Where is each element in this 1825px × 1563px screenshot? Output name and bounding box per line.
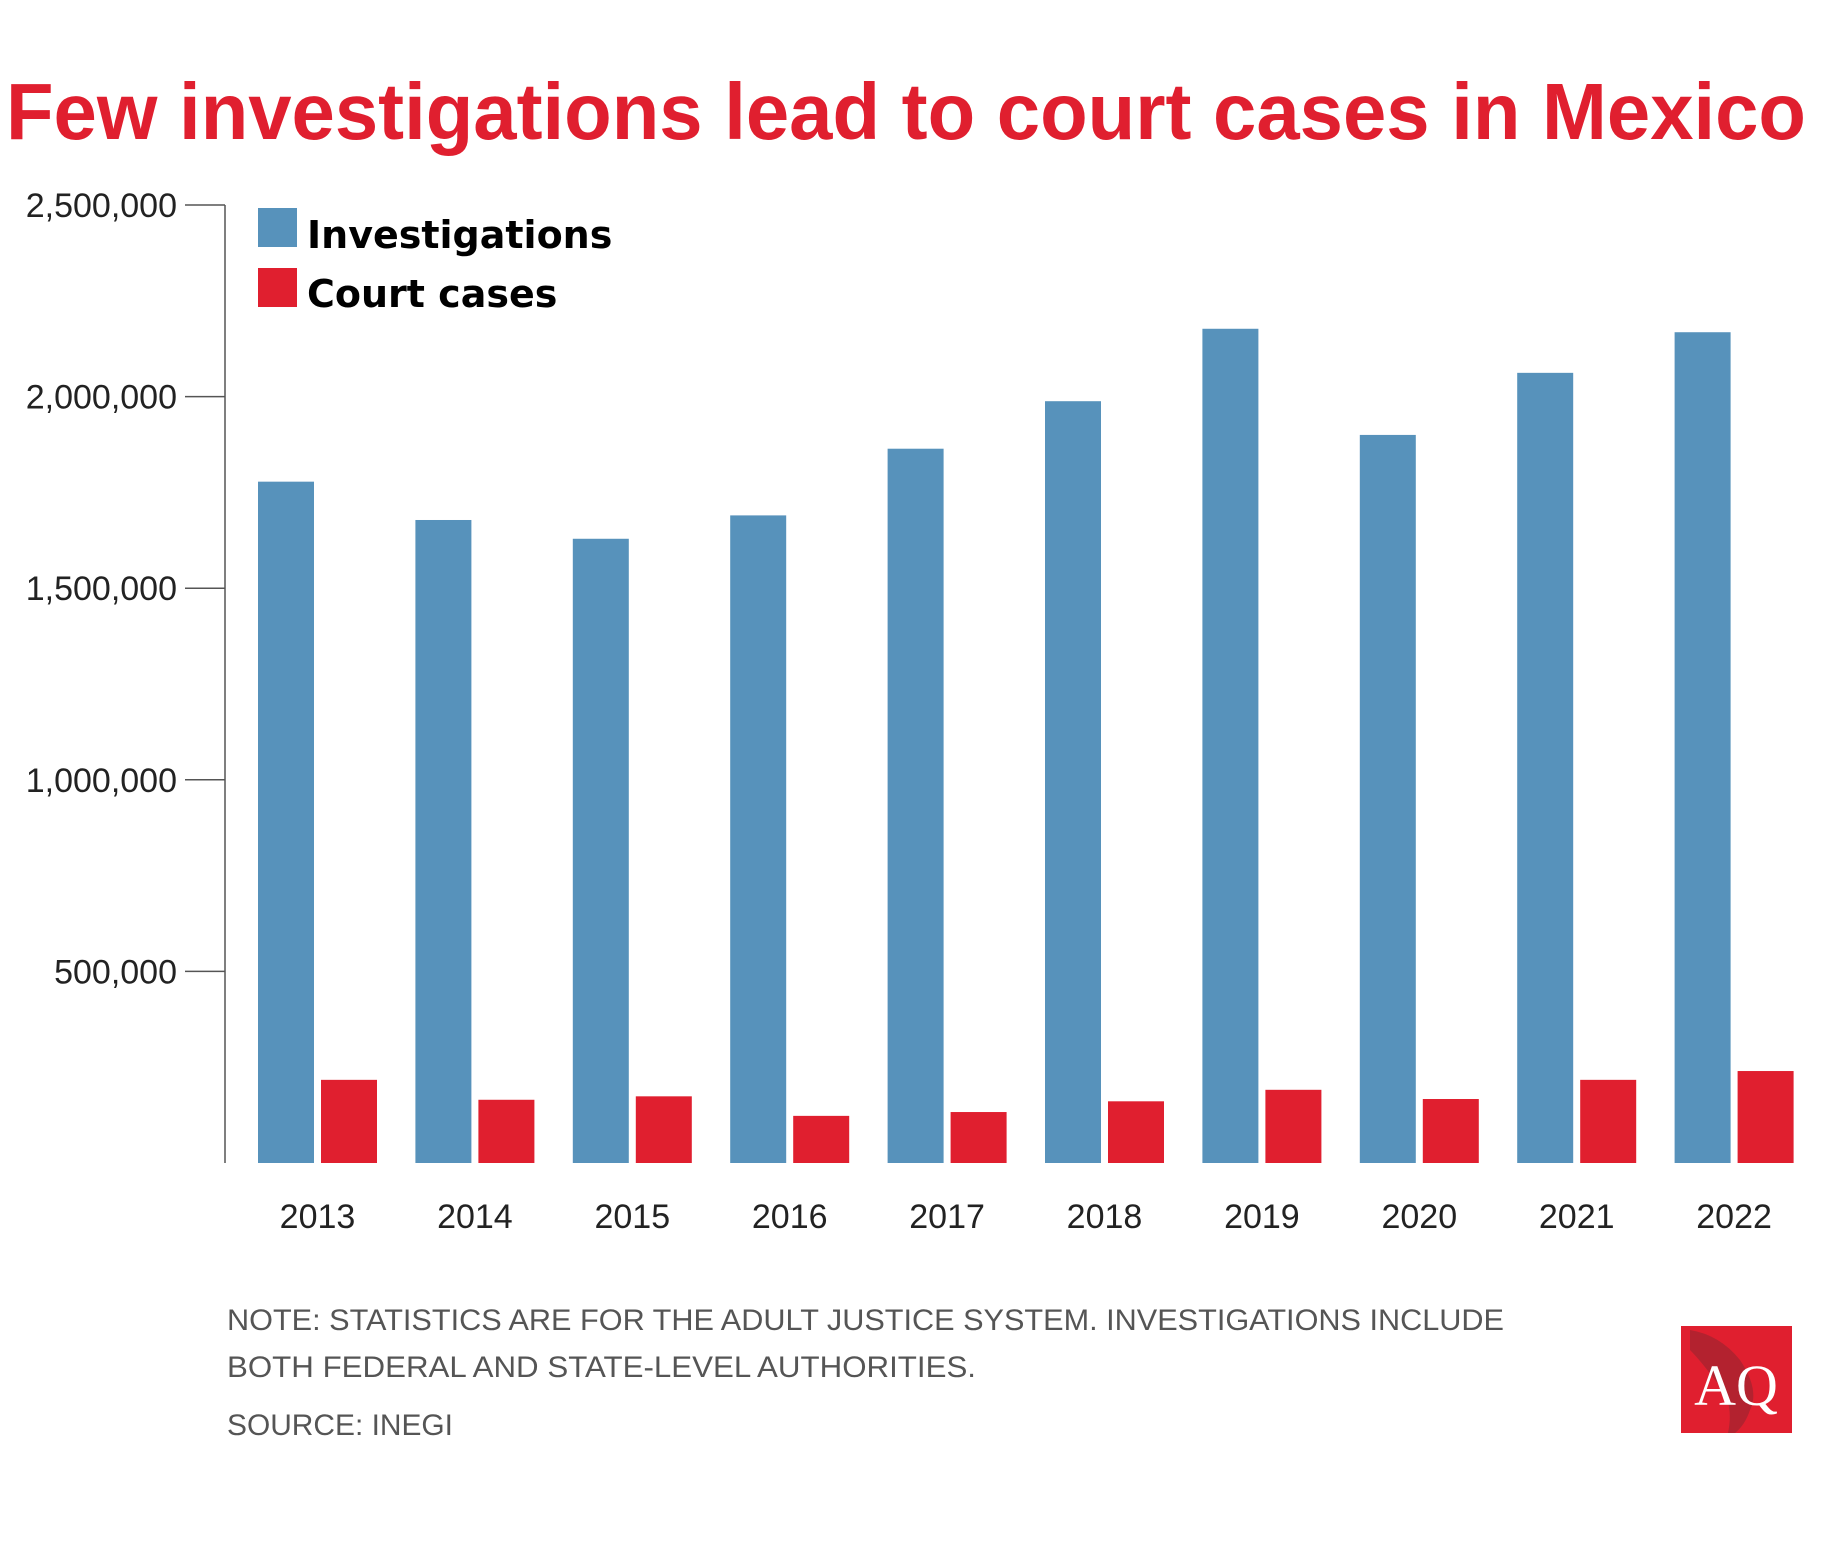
y-tick-label: 500,000 — [54, 953, 177, 991]
bar-court-cases-2014 — [478, 1099, 535, 1163]
logo-text: AQ — [1694, 1353, 1778, 1418]
bar-court-cases-2016 — [793, 1115, 850, 1163]
bar-court-cases-2013 — [321, 1079, 377, 1163]
y-tick-label: 1,000,000 — [26, 762, 177, 800]
source-note: SOURCE: INEGI — [227, 1409, 453, 1442]
bar-investigations-2019 — [1202, 328, 1259, 1164]
bar-court-cases-2019 — [1265, 1089, 1322, 1163]
x-axis-labels: 2013 2014 2015 2016 2017 2018 2019 2020 2021 2022 — [280, 1198, 1772, 1236]
legend-swatch-investigations — [258, 208, 297, 247]
x-tick-label: 2014 — [437, 1198, 513, 1236]
bar-court-cases-2022 — [1737, 1071, 1794, 1163]
aq-logo: AQ — [1681, 1326, 1792, 1433]
bar-court-cases-2021 — [1580, 1079, 1637, 1163]
bars — [258, 328, 1794, 1164]
bar-investigations-2017 — [887, 448, 944, 1163]
y-tick-label: 2,500,000 — [26, 187, 177, 225]
bar-court-cases-2018 — [1108, 1101, 1164, 1163]
x-tick-label: 2013 — [280, 1198, 356, 1236]
bar-investigations-2022 — [1674, 332, 1731, 1163]
bar-investigations-2016 — [730, 515, 787, 1163]
x-tick-label: 2017 — [909, 1198, 985, 1236]
bar-investigations-2018 — [1045, 401, 1101, 1164]
x-tick-label: 2022 — [1696, 1198, 1772, 1236]
bar-investigations-2013 — [258, 481, 314, 1163]
x-tick-label: 2021 — [1539, 1198, 1615, 1236]
x-tick-label: 2015 — [594, 1198, 670, 1236]
bar-investigations-2020 — [1359, 434, 1416, 1163]
x-tick-label: 2018 — [1067, 1198, 1143, 1236]
y-tick-label: 2,000,000 — [26, 379, 177, 417]
y-tick-label: 1,500,000 — [26, 570, 177, 608]
x-tick-label: 2019 — [1224, 1198, 1300, 1236]
legend: Investigations Court cases — [258, 208, 612, 316]
bar-investigations-2014 — [415, 519, 472, 1163]
legend-label-court-cases: Court cases — [307, 272, 557, 316]
note-line-1: NOTE: STATISTICS ARE FOR THE ADULT JUSTI… — [227, 1304, 1504, 1337]
bar-court-cases-2015 — [635, 1096, 692, 1163]
bar-investigations-2015 — [572, 538, 629, 1163]
bar-court-cases-2017 — [950, 1112, 1007, 1163]
legend-label-investigations: Investigations — [307, 213, 612, 257]
x-tick-label: 2020 — [1381, 1198, 1457, 1236]
bar-court-cases-2020 — [1422, 1099, 1479, 1163]
legend-swatch-court-cases — [258, 268, 297, 307]
x-tick-label: 2016 — [752, 1198, 828, 1236]
y-axis: 500,000 1,000,000 1,500,000 2,000,000 2,500,… — [26, 187, 226, 1163]
note-line-2: BOTH FEDERAL AND STATE-LEVEL AUTHORITIES… — [227, 1351, 976, 1384]
bar-investigations-2021 — [1517, 372, 1574, 1163]
chart-title: Few investigations lead to court cases i… — [6, 67, 1806, 156]
